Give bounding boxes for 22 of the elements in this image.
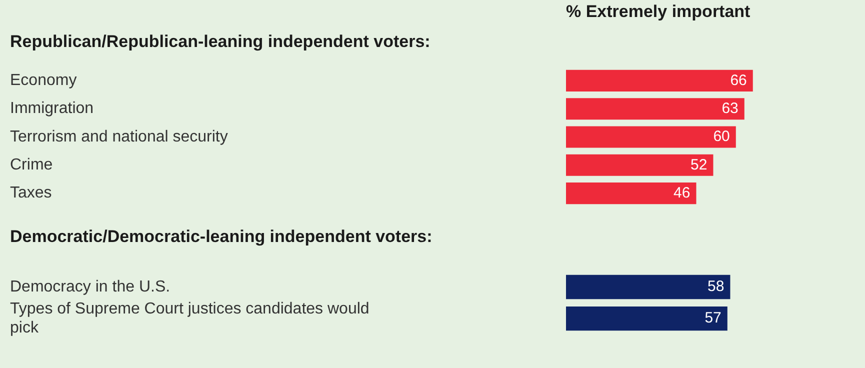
data-label: 57	[704, 310, 722, 327]
y-tick-label: Terrorism and national security	[10, 128, 228, 146]
y-tick-label: Taxes	[10, 184, 52, 202]
bar	[566, 154, 714, 176]
data-label: 60	[713, 128, 730, 146]
text: Democratic/Democratic-leaning independent voters:	[9, 227, 434, 246]
x-axis-title: % Extremely important	[566, 1, 752, 23]
y-tick-label: Economy	[10, 72, 77, 90]
data-label: 66	[730, 72, 747, 89]
bar	[566, 70, 753, 92]
bar	[566, 98, 744, 120]
bar	[566, 126, 736, 148]
y-tick-label: Types of Supreme Court justices candidates would pick	[10, 300, 370, 337]
data-label: 46	[674, 184, 690, 202]
data-label: 58	[708, 278, 724, 296]
y-tick-label: Democracy in the U.S.	[10, 278, 170, 296]
bar	[566, 182, 696, 204]
data-label: 52	[690, 156, 708, 174]
data-label: 63	[722, 100, 738, 117]
y-tick-label: Crime	[10, 156, 53, 174]
text: Republican/Republican-leaning independent voters:	[9, 32, 432, 51]
y-tick-label: Immigration	[10, 100, 94, 118]
